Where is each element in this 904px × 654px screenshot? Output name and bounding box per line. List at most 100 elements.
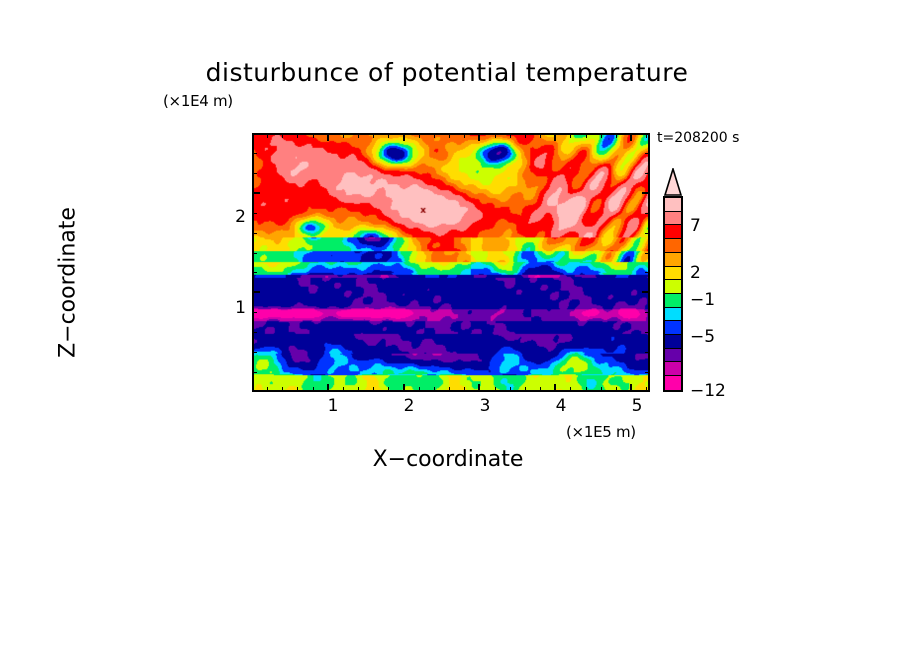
axis-tick bbox=[540, 134, 542, 138]
y-tick-label: 2 bbox=[235, 207, 246, 227]
axis-tick bbox=[358, 387, 360, 391]
axis-tick bbox=[297, 387, 299, 391]
x-tick-label: 3 bbox=[479, 396, 491, 416]
axis-tick bbox=[312, 387, 314, 391]
colorbar-band bbox=[665, 321, 681, 336]
axis-tick bbox=[494, 387, 496, 391]
axis-tick bbox=[253, 312, 257, 314]
colorbar-band bbox=[665, 198, 681, 212]
axis-tick bbox=[645, 152, 649, 154]
axis-tick bbox=[388, 387, 390, 391]
x-axis-unit-label: (×1E5 m) bbox=[566, 423, 636, 441]
colorbar-band bbox=[665, 252, 681, 267]
time-label: t=208200 s bbox=[657, 130, 740, 146]
axis-tick bbox=[418, 134, 420, 138]
x-tick-label: 2 bbox=[403, 396, 415, 416]
axis-tick bbox=[433, 134, 435, 138]
colorbar-band bbox=[665, 376, 681, 390]
axis-tick bbox=[326, 384, 329, 391]
axis-tick bbox=[373, 387, 375, 391]
axis-tick bbox=[312, 134, 314, 138]
axis-tick bbox=[645, 252, 649, 254]
axis-tick bbox=[645, 312, 649, 314]
axis-tick bbox=[464, 134, 466, 138]
colorbar-tick-label: 2 bbox=[690, 263, 701, 283]
axis-tick bbox=[570, 387, 572, 391]
axis-tick bbox=[630, 134, 633, 141]
axis-tick bbox=[509, 134, 511, 138]
colorbar-band bbox=[665, 239, 681, 253]
axis-tick bbox=[297, 134, 299, 138]
x-tick-label: 5 bbox=[631, 396, 643, 416]
axis-tick bbox=[449, 134, 451, 138]
axis-tick bbox=[645, 372, 649, 374]
axis-tick bbox=[373, 134, 375, 138]
axis-tick bbox=[342, 134, 344, 138]
axis-tick bbox=[433, 387, 435, 391]
axis-tick bbox=[646, 134, 648, 138]
axis-tick bbox=[342, 387, 344, 391]
colorbar-tick-label: −12 bbox=[690, 381, 726, 401]
axis-tick bbox=[642, 291, 649, 294]
colorbar-band bbox=[665, 293, 681, 308]
axis-tick bbox=[645, 172, 649, 174]
axis-tick bbox=[478, 384, 481, 391]
x-axis-title-text: X−coordinate bbox=[372, 447, 524, 472]
axis-tick bbox=[554, 384, 557, 391]
axis-tick bbox=[449, 387, 451, 391]
axis-tick bbox=[388, 134, 390, 138]
axis-tick bbox=[418, 387, 420, 391]
axis-tick bbox=[615, 387, 617, 391]
axis-tick bbox=[646, 387, 648, 391]
axis-tick bbox=[464, 387, 466, 391]
colorbar-arrow-icon bbox=[663, 168, 683, 196]
colorbar-band bbox=[665, 280, 681, 294]
axis-tick bbox=[326, 134, 329, 141]
axis-tick bbox=[645, 352, 649, 354]
page-title: disturbunce of potential temperature bbox=[0, 58, 904, 87]
axis-tick bbox=[253, 212, 257, 214]
axis-tick bbox=[600, 134, 602, 138]
axis-tick bbox=[267, 134, 269, 138]
axis-tick bbox=[282, 387, 284, 391]
axis-tick bbox=[253, 191, 260, 194]
axis-tick bbox=[645, 332, 649, 334]
axis-tick bbox=[267, 387, 269, 391]
axis-tick bbox=[253, 352, 257, 354]
axis-tick bbox=[600, 387, 602, 391]
page-title-text: disturbunce of potential temperature bbox=[205, 58, 689, 87]
colorbar-tick-label: −5 bbox=[690, 327, 716, 347]
axis-tick bbox=[615, 134, 617, 138]
colorbar bbox=[663, 196, 683, 392]
axis-tick bbox=[554, 134, 557, 141]
contour-canvas bbox=[254, 135, 648, 390]
axis-tick bbox=[509, 387, 511, 391]
axis-tick bbox=[645, 212, 649, 214]
axis-tick bbox=[630, 384, 633, 391]
axis-tick bbox=[253, 172, 257, 174]
colorbar-band bbox=[665, 211, 681, 226]
axis-tick bbox=[585, 387, 587, 391]
axis-tick bbox=[253, 152, 257, 154]
contour-plot bbox=[252, 133, 650, 392]
x-tick-label: 1 bbox=[327, 396, 339, 416]
x-axis-title: X−coordinate bbox=[0, 447, 904, 472]
axis-tick bbox=[253, 372, 257, 374]
colorbar-tick-label: −1 bbox=[690, 290, 716, 310]
axis-tick bbox=[645, 232, 649, 234]
y-axis-title: Z−coordinate bbox=[55, 207, 81, 358]
colorbar-band bbox=[665, 362, 681, 377]
colorbar-band bbox=[665, 348, 681, 363]
axis-tick bbox=[540, 387, 542, 391]
colorbar-band bbox=[665, 266, 681, 281]
colorbar-band bbox=[665, 307, 681, 322]
y-axis-unit-label: (×1E4 m) bbox=[163, 92, 233, 110]
colorbar-band bbox=[665, 335, 681, 349]
colorbar-tick-label: 7 bbox=[690, 216, 701, 236]
axis-tick bbox=[402, 134, 405, 141]
x-tick-label: 4 bbox=[555, 396, 567, 416]
axis-tick bbox=[645, 272, 649, 274]
axis-tick bbox=[253, 332, 257, 334]
y-tick-label: 1 bbox=[235, 298, 246, 318]
